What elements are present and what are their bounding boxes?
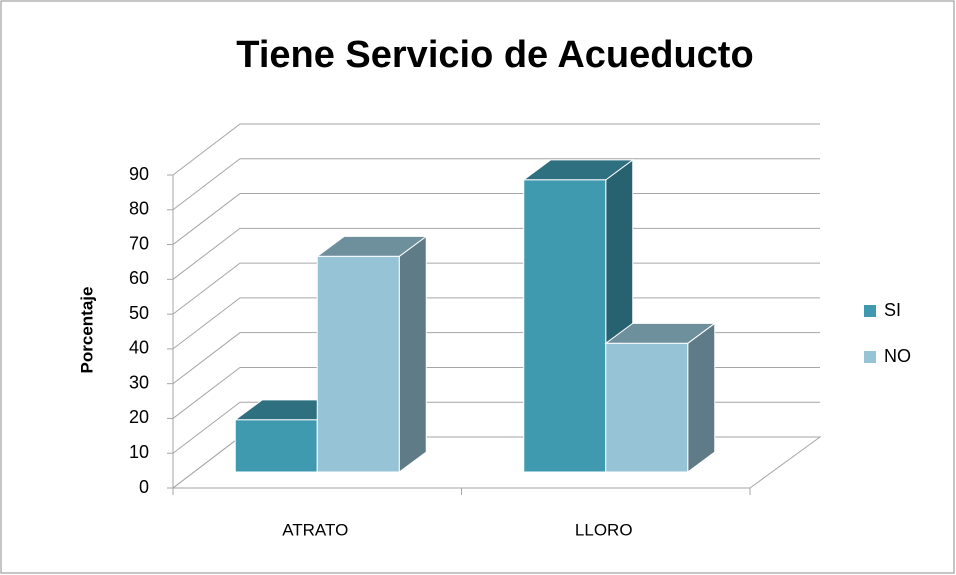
y-tick-label: 90	[129, 164, 149, 184]
y-tick-label: 10	[129, 442, 149, 462]
legend-swatch	[864, 305, 876, 317]
legend-swatch	[864, 351, 876, 363]
y-tick-label: 60	[129, 268, 149, 288]
legend-label: SI	[884, 300, 901, 320]
legend-label: NO	[884, 346, 911, 366]
bar	[605, 342, 689, 473]
grid-line	[172, 158, 820, 211]
bar	[234, 419, 318, 473]
grid-line	[172, 123, 820, 176]
bar-side	[398, 235, 427, 473]
y-tick-label: 70	[129, 233, 149, 253]
y-tick-label: 50	[129, 303, 149, 323]
x-tick-label: LLORO	[575, 520, 633, 539]
y-tick-label: 40	[129, 338, 149, 358]
y-tick-label: 80	[129, 199, 149, 219]
bar	[316, 255, 400, 473]
bar	[523, 179, 607, 473]
y-tick-label: 0	[139, 477, 149, 497]
chart-title: Tiene Servicio de Acueducto	[236, 34, 753, 76]
y-tick-label: 20	[129, 407, 149, 427]
x-tick-label: ATRATO	[282, 520, 348, 539]
y-tick-label: 30	[129, 372, 149, 392]
y-axis-label: Porcentaje	[77, 287, 96, 374]
bar-side	[687, 322, 716, 473]
